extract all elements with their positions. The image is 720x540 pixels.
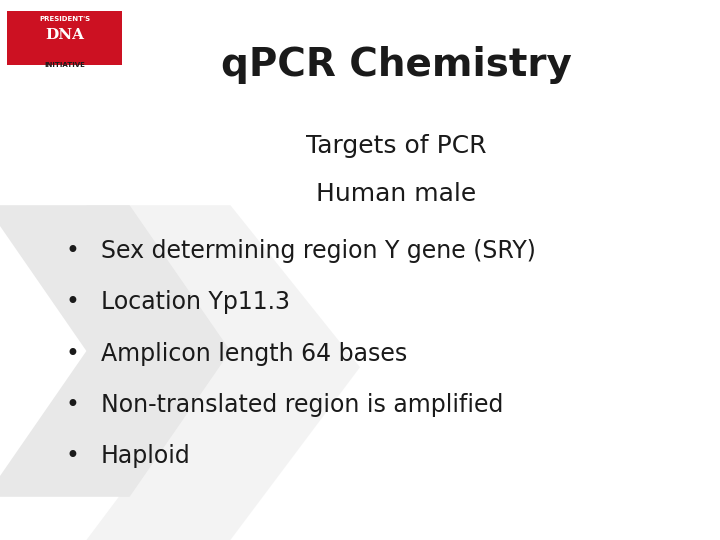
Text: •: • (65, 291, 79, 314)
Polygon shape (86, 205, 360, 540)
FancyBboxPatch shape (7, 11, 122, 65)
Text: PRESIDENT'S: PRESIDENT'S (39, 16, 91, 22)
Text: Haploid: Haploid (101, 444, 191, 468)
Text: INITIATIVE: INITIATIVE (45, 62, 85, 68)
Text: •: • (65, 444, 79, 468)
Text: qPCR Chemistry: qPCR Chemistry (220, 46, 572, 84)
Text: •: • (65, 239, 79, 263)
Text: Human male: Human male (316, 183, 476, 206)
Text: Location Yp11.3: Location Yp11.3 (101, 291, 289, 314)
Text: Targets of PCR: Targets of PCR (306, 134, 486, 158)
Polygon shape (0, 205, 230, 497)
Text: Non-translated region is amplified: Non-translated region is amplified (101, 393, 503, 417)
Text: •: • (65, 342, 79, 366)
Text: Sex determining region Y gene (SRY): Sex determining region Y gene (SRY) (101, 239, 536, 263)
Text: Amplicon length 64 bases: Amplicon length 64 bases (101, 342, 407, 366)
Text: •: • (65, 393, 79, 417)
Text: DNA: DNA (45, 28, 84, 42)
